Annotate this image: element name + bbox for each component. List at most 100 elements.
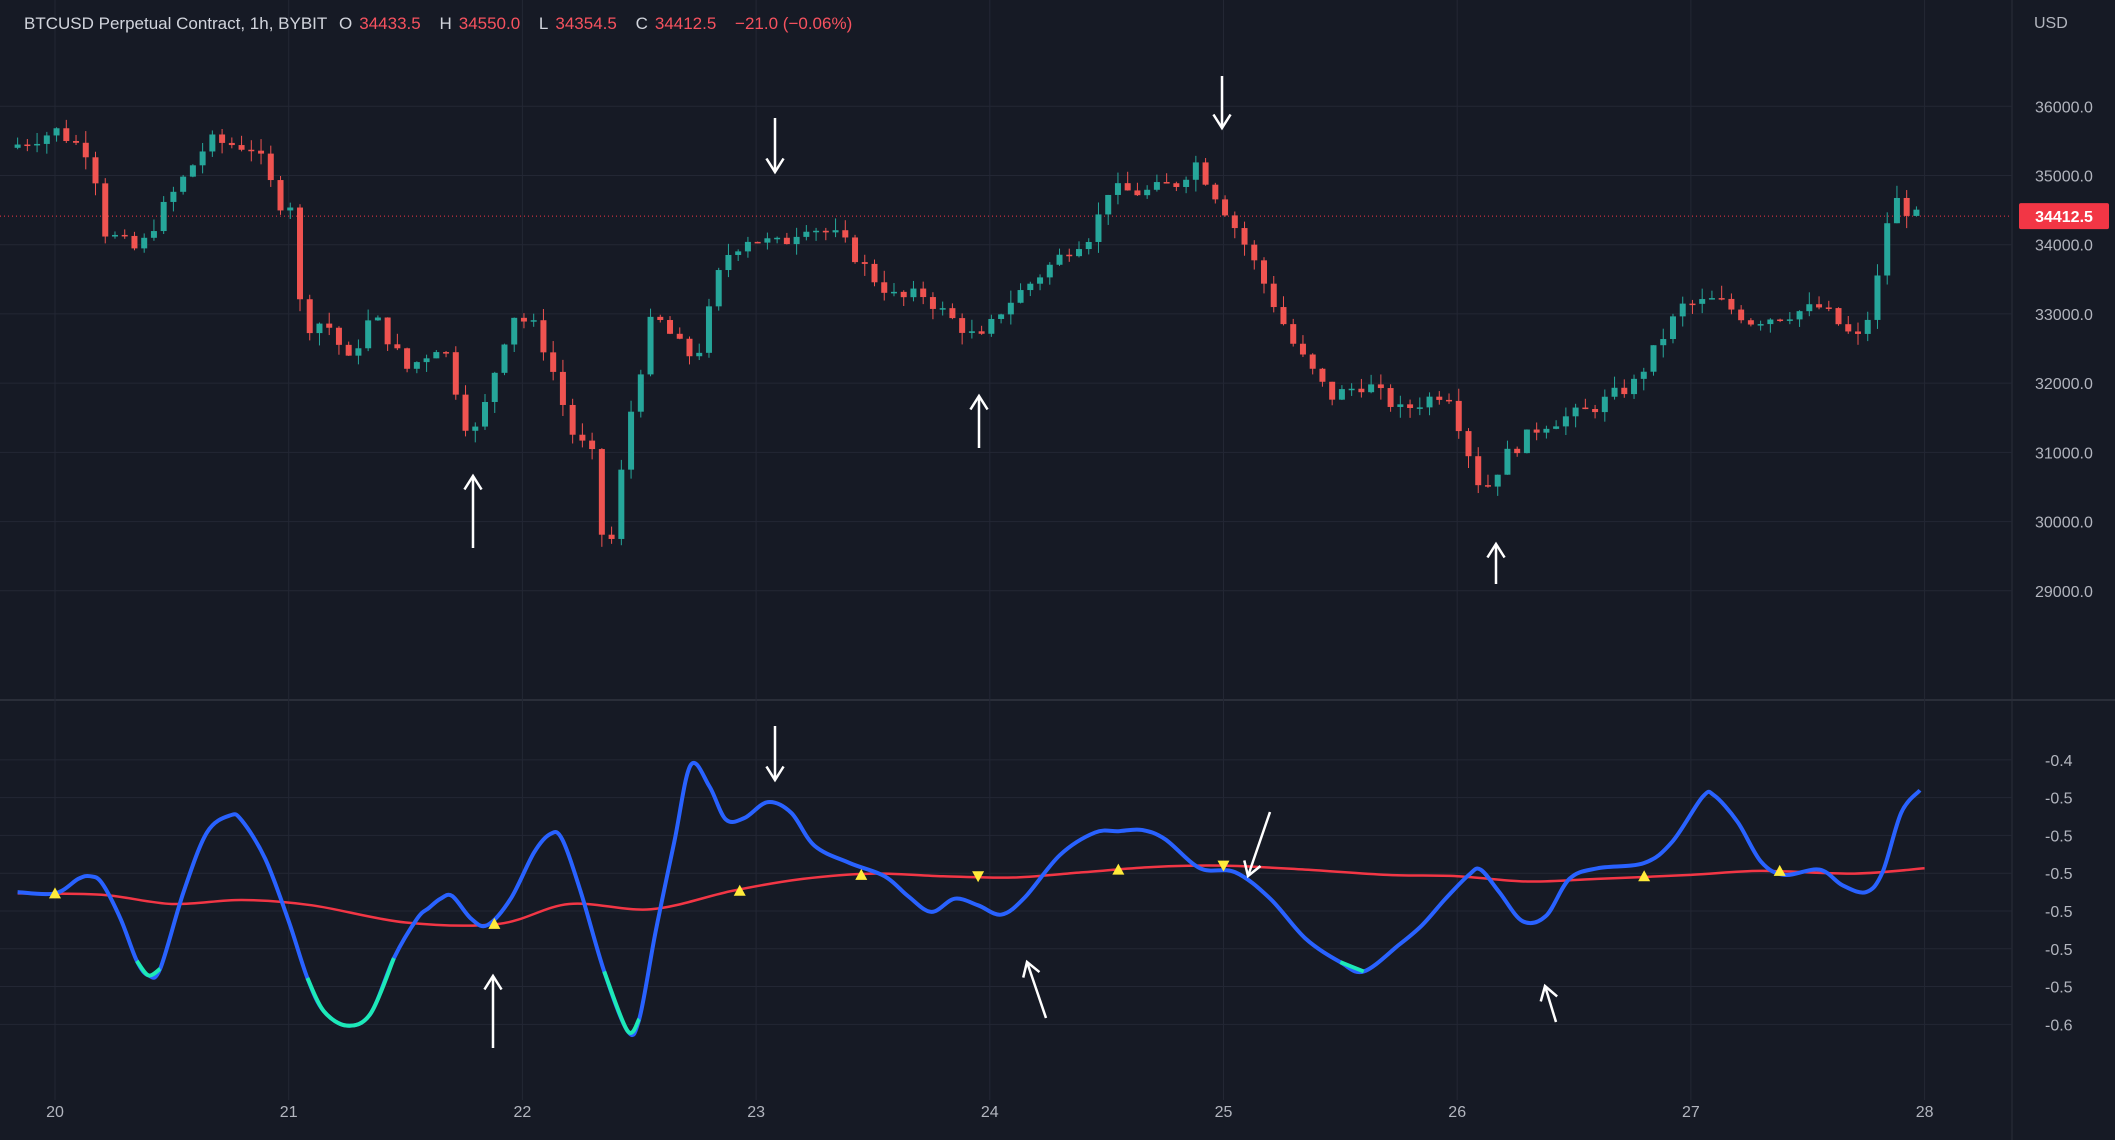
candle[interactable] [1903, 190, 1910, 229]
candle[interactable] [24, 139, 31, 152]
candle[interactable] [910, 280, 917, 302]
candle[interactable] [277, 176, 284, 215]
candle[interactable] [1085, 238, 1092, 255]
candle[interactable] [520, 313, 527, 329]
candle[interactable] [394, 333, 401, 351]
candle[interactable] [1163, 173, 1170, 184]
candle[interactable] [822, 227, 829, 241]
candle[interactable] [491, 371, 498, 413]
candle[interactable] [355, 339, 362, 365]
candle[interactable] [258, 139, 265, 165]
candle[interactable] [1738, 305, 1745, 324]
candle[interactable] [365, 309, 372, 352]
candle[interactable] [1329, 381, 1336, 406]
candle[interactable] [1066, 248, 1073, 262]
candle[interactable] [1270, 276, 1277, 313]
candle[interactable] [676, 327, 683, 340]
candle[interactable] [1514, 446, 1521, 457]
candle[interactable] [861, 254, 868, 276]
candle[interactable] [53, 127, 60, 142]
candle[interactable] [540, 309, 547, 361]
candle[interactable] [238, 135, 245, 152]
candle[interactable] [1533, 422, 1540, 441]
candle[interactable] [1105, 194, 1112, 225]
candle[interactable] [1669, 313, 1676, 344]
candle[interactable] [413, 361, 420, 374]
candle[interactable] [686, 336, 693, 365]
candle[interactable] [443, 350, 450, 358]
candle[interactable] [1202, 158, 1209, 186]
candle[interactable] [1845, 316, 1852, 334]
candle[interactable] [1056, 248, 1063, 266]
candle[interactable] [1007, 290, 1014, 325]
candle[interactable] [1037, 274, 1044, 291]
candle[interactable] [1757, 320, 1764, 331]
candle[interactable] [1144, 185, 1151, 199]
candle[interactable] [1504, 440, 1511, 475]
candle[interactable] [949, 303, 956, 320]
candle[interactable] [199, 142, 206, 174]
candle[interactable] [374, 315, 381, 321]
candle[interactable] [783, 232, 790, 245]
candle[interactable] [131, 231, 138, 251]
candle[interactable] [1689, 299, 1696, 314]
candle[interactable] [1786, 312, 1793, 325]
candle[interactable] [647, 308, 654, 377]
candle[interactable] [929, 292, 936, 320]
candle[interactable] [1251, 240, 1258, 270]
candle[interactable] [871, 259, 878, 287]
candle[interactable] [433, 350, 440, 359]
candle[interactable] [530, 313, 537, 327]
candle[interactable] [1017, 283, 1024, 304]
candle[interactable] [1416, 397, 1423, 416]
candle[interactable] [1777, 318, 1784, 323]
candle[interactable] [82, 131, 89, 170]
candle[interactable] [180, 174, 187, 195]
candle[interactable] [988, 314, 995, 337]
candle[interactable] [657, 314, 664, 323]
candle[interactable] [1095, 202, 1102, 253]
candle[interactable] [1611, 376, 1618, 400]
candle[interactable] [1747, 318, 1754, 327]
candle[interactable] [1640, 367, 1647, 391]
candle[interactable] [1475, 447, 1482, 494]
candle[interactable] [764, 232, 771, 250]
candle[interactable] [1280, 296, 1287, 326]
candle[interactable] [1796, 310, 1803, 327]
candle[interactable] [287, 202, 294, 219]
oscillator-pane[interactable] [17, 761, 1925, 1038]
candle[interactable] [793, 227, 800, 255]
candle[interactable] [1212, 182, 1219, 204]
candle[interactable] [1436, 391, 1443, 405]
candle[interactable] [14, 137, 21, 150]
candle[interactable] [559, 359, 566, 417]
candle[interactable] [754, 241, 761, 244]
candle[interactable] [1309, 353, 1316, 375]
candle[interactable] [462, 385, 469, 437]
candle[interactable] [1660, 328, 1667, 358]
candle[interactable] [1173, 181, 1180, 192]
candle[interactable] [34, 132, 41, 153]
candle[interactable] [890, 283, 897, 297]
candle[interactable] [852, 234, 859, 264]
candle[interactable] [73, 134, 80, 145]
candle[interactable] [189, 164, 196, 178]
candle[interactable] [43, 131, 50, 154]
candle[interactable] [209, 130, 216, 157]
candle[interactable] [306, 294, 313, 341]
candle[interactable] [1407, 399, 1414, 418]
candle[interactable] [1241, 221, 1248, 256]
candle[interactable] [1046, 262, 1053, 285]
candle[interactable] [1153, 174, 1160, 192]
candle[interactable] [550, 341, 557, 381]
candle[interactable] [628, 400, 635, 479]
candle[interactable] [705, 298, 712, 358]
candle[interactable] [1874, 264, 1881, 329]
candle[interactable] [1806, 292, 1813, 317]
candle[interactable] [1368, 374, 1375, 394]
candle[interactable] [296, 204, 303, 312]
candle[interactable] [452, 346, 459, 400]
candle[interactable] [1699, 288, 1706, 314]
candle[interactable] [160, 196, 167, 234]
candle[interactable] [1377, 374, 1384, 400]
